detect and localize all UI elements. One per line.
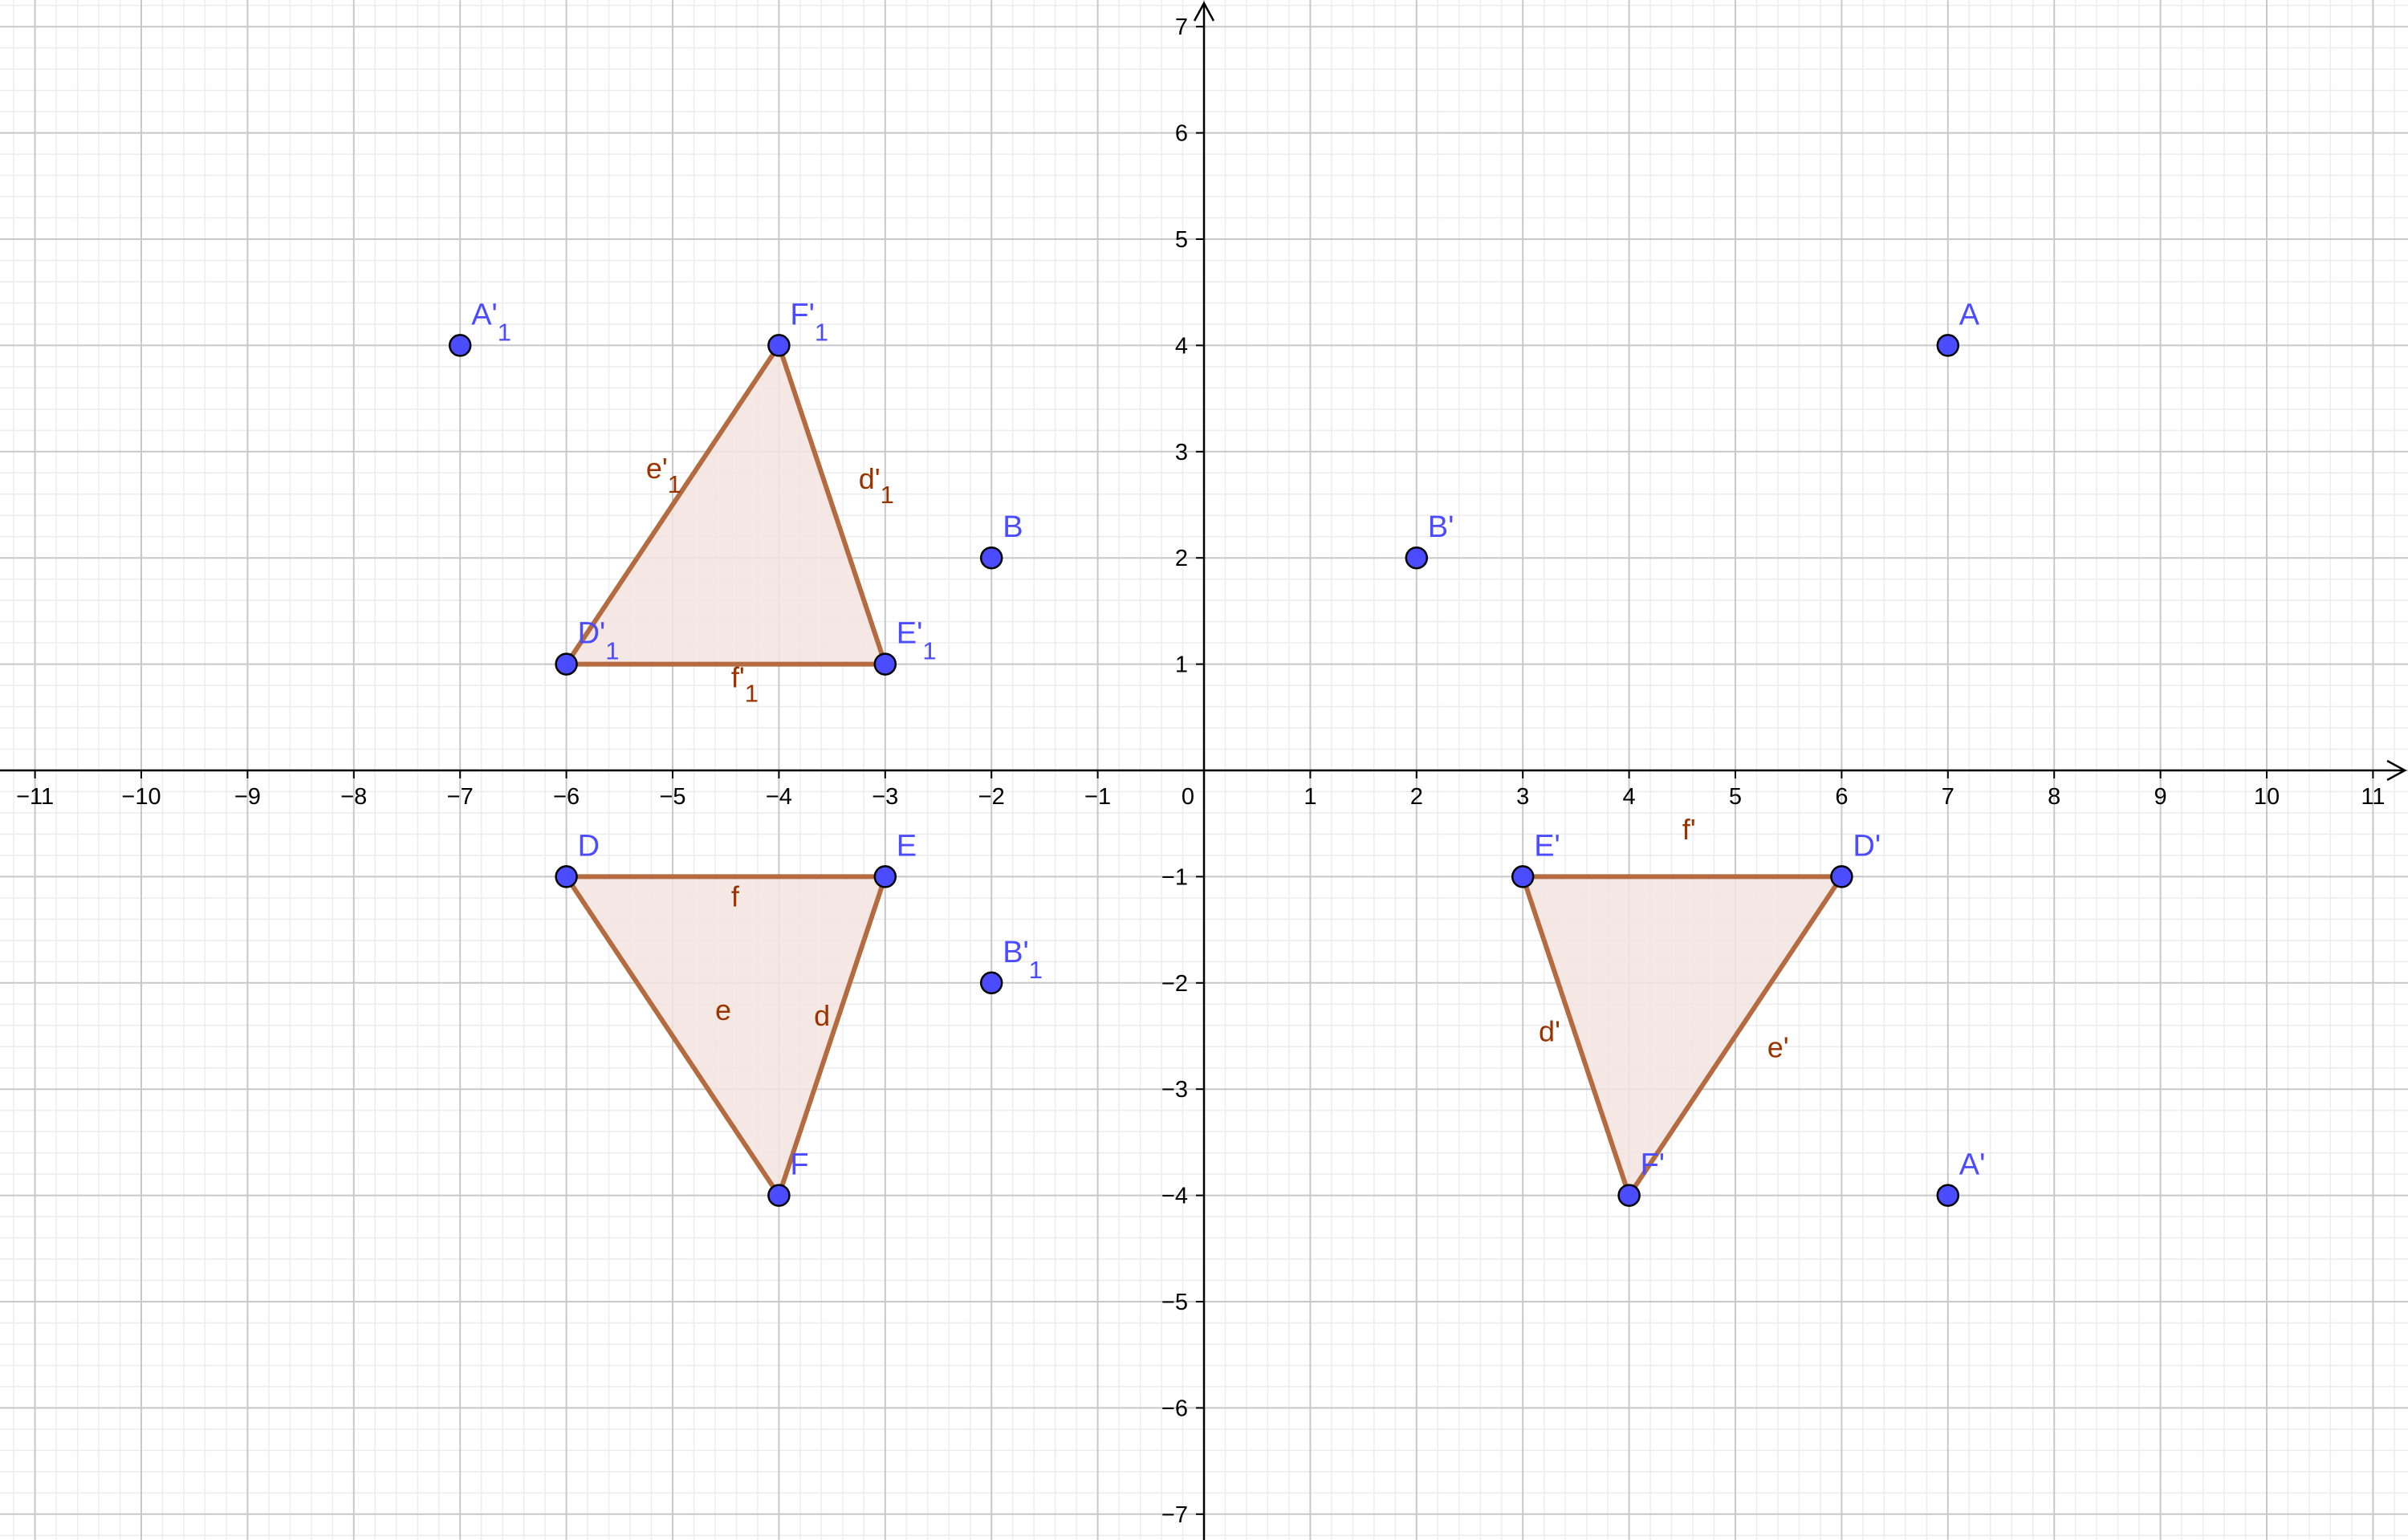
y-tick-label: 4: [1175, 333, 1188, 359]
x-tick-label: −8: [340, 784, 367, 810]
point-label: E'1: [897, 617, 937, 665]
x-tick-label: 7: [1942, 784, 1954, 810]
point-marker[interactable]: [1511, 865, 1535, 888]
point-marker[interactable]: [767, 1184, 791, 1207]
x-tick-label: 4: [1623, 784, 1636, 810]
y-tick-label: −7: [1161, 1502, 1188, 1528]
point-E[interactable]: E: [873, 829, 917, 888]
point-marker[interactable]: [1405, 546, 1429, 570]
point-F[interactable]: F: [767, 1148, 809, 1207]
x-axis-arrow-icon: [2386, 759, 2407, 782]
point-label: A: [1959, 298, 1980, 331]
segment-label: f: [731, 880, 740, 912]
x-tick-label: −10: [121, 784, 161, 810]
point-label: A': [1959, 1148, 1986, 1182]
x-tick-label: 0: [1182, 784, 1194, 810]
point-label: F': [1641, 1148, 1665, 1182]
segment-label: f': [1682, 813, 1696, 846]
point-label: A'1: [471, 298, 511, 346]
point-B[interactable]: B: [979, 510, 1023, 570]
point-marker[interactable]: [555, 865, 578, 888]
point-marker[interactable]: [979, 971, 1003, 995]
point-marker[interactable]: [1617, 1184, 1641, 1207]
point-marker[interactable]: [873, 865, 897, 888]
point-Fp[interactable]: F': [1617, 1148, 1665, 1207]
x-tick-label: 2: [1410, 784, 1423, 810]
x-tick-label: 6: [1835, 784, 1848, 810]
y-tick-label: −2: [1161, 971, 1188, 997]
segment-label: e: [715, 993, 731, 1026]
y-tick-label: −1: [1161, 864, 1188, 890]
point-label: D: [578, 829, 600, 863]
x-tick-label: 8: [2048, 784, 2060, 810]
point-marker[interactable]: [873, 652, 897, 676]
triangle-DpEpFp[interactable]: [1520, 874, 1845, 1198]
x-tick-label: −4: [766, 784, 792, 810]
point-D[interactable]: D: [555, 829, 600, 888]
y-tick-label: 3: [1175, 440, 1188, 465]
point-marker[interactable]: [448, 334, 472, 357]
y-tick-label: 6: [1175, 121, 1188, 147]
x-tick-label: −1: [1084, 784, 1111, 810]
point-label: D': [1853, 829, 1881, 863]
point-Bp[interactable]: B': [1405, 510, 1454, 570]
triangle-D1E1F1[interactable]: [563, 343, 888, 667]
segment-label: f'1: [731, 661, 759, 708]
point-label: F'1: [790, 298, 828, 346]
y-tick-label: −4: [1161, 1184, 1188, 1209]
y-tick-label: 2: [1175, 546, 1188, 571]
point-F1[interactable]: F'1: [767, 298, 828, 357]
triangles-layer: [563, 343, 1845, 1198]
x-tick-label: −6: [553, 784, 580, 810]
y-tick-label: −6: [1161, 1396, 1188, 1421]
point-label: B: [1003, 510, 1023, 544]
point-Ap[interactable]: A': [1936, 1148, 1986, 1207]
y-tick-label: 5: [1175, 227, 1188, 253]
x-tick-label: −11: [16, 784, 54, 810]
points-layer: AB B'A'A'1B'1D EFD'E'F'D'1E'1F'1: [448, 298, 1986, 1207]
y-tick-label: 7: [1175, 14, 1188, 40]
tick-labels-layer: −11 −10 −9 −8 −7 −6 −5 −4 −3 −2 −1 0 1 2 3 4 5 6 7 8 9 10 1176…: [16, 14, 2385, 1528]
point-label: B'1: [1003, 936, 1043, 984]
point-A[interactable]: A: [1936, 298, 1980, 357]
point-marker[interactable]: [1936, 334, 1960, 357]
y-axis-arrow-icon: [1193, 1, 1215, 22]
y-tick-label: −5: [1161, 1290, 1188, 1315]
point-Ep[interactable]: E': [1511, 829, 1560, 888]
point-marker[interactable]: [1830, 865, 1853, 888]
point-label: B': [1428, 510, 1454, 544]
point-label: E: [897, 829, 917, 863]
x-tick-label: −2: [978, 784, 1005, 810]
segment-label: d': [1539, 1015, 1560, 1048]
x-tick-label: −7: [447, 784, 474, 810]
x-tick-label: 9: [2154, 784, 2167, 810]
x-tick-label: 3: [1516, 784, 1529, 810]
point-label: E': [1534, 829, 1560, 863]
y-tick-label: −3: [1161, 1077, 1188, 1103]
segment-label: d: [814, 999, 830, 1032]
y-tick-label: 1: [1175, 652, 1188, 678]
x-tick-label: 11: [2361, 784, 2385, 810]
x-tick-label: −3: [872, 784, 898, 810]
point-Dp[interactable]: D': [1830, 829, 1881, 888]
point-label: F: [790, 1148, 808, 1182]
point-marker[interactable]: [979, 546, 1003, 570]
x-tick-label: −5: [659, 784, 685, 810]
x-tick-label: 10: [2254, 784, 2280, 810]
point-marker[interactable]: [767, 334, 791, 357]
x-tick-label: −9: [234, 784, 261, 810]
point-marker[interactable]: [1936, 1184, 1960, 1207]
segment-label: e': [1767, 1030, 1789, 1063]
point-marker[interactable]: [555, 652, 578, 676]
triangle-DEF[interactable]: [563, 874, 888, 1198]
x-tick-label: 5: [1729, 784, 1742, 810]
x-tick-label: 1: [1304, 784, 1316, 810]
